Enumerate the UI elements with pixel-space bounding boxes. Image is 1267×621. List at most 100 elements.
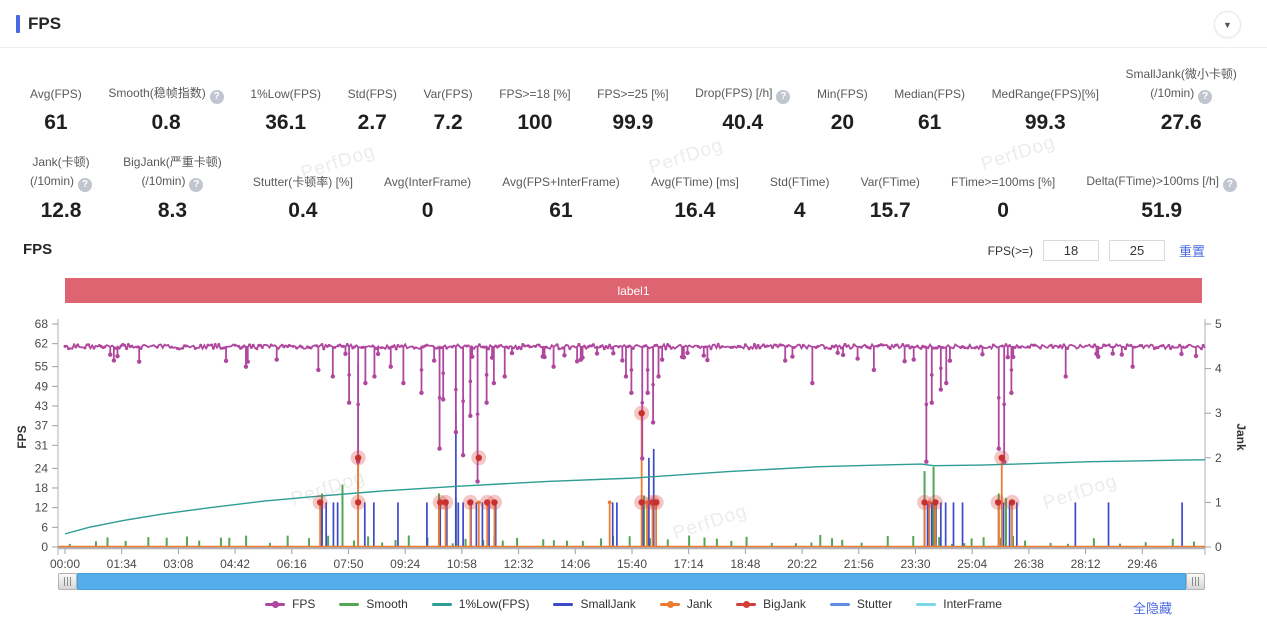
stat-value: 0 — [997, 199, 1009, 222]
stat-r1-9: Median(FPS) 61 — [894, 62, 965, 135]
stat-r1-3: Std(FPS) 2.7 — [348, 62, 397, 135]
svg-text:03:08: 03:08 — [163, 557, 193, 571]
legend-item-Stutter[interactable]: Stutter — [829, 597, 893, 611]
chevron-down-icon: ▼ — [1223, 19, 1232, 30]
stat-value: 12.8 — [40, 199, 82, 222]
scrollbar-track[interactable] — [77, 573, 1186, 590]
help-icon[interactable]: ? — [78, 178, 93, 192]
stat-label: Delta(FTime)>100ms [/h]? — [1086, 150, 1237, 192]
scrollbar-left-grip[interactable] — [58, 573, 77, 590]
fps-threshold-low-input[interactable] — [1042, 240, 1099, 261]
help-icon[interactable]: ? — [189, 178, 204, 192]
stat-label: 1%Low(FPS) — [250, 87, 321, 102]
help-icon[interactable]: ? — [209, 90, 224, 104]
svg-text:0: 0 — [41, 540, 48, 554]
stat-label: FPS>=25 [%] — [597, 87, 669, 102]
stats-row-2: Jank(卡顿) (/10min)? 12.8 BigJank(严重卡顿) (/10mi… — [30, 150, 1237, 223]
svg-text:01:34: 01:34 — [107, 557, 137, 571]
fps-threshold-high-input[interactable] — [1108, 240, 1165, 261]
svg-text:07:50: 07:50 — [333, 557, 363, 571]
stat-r2-8: FTime>=100ms [%] 0 — [951, 150, 1055, 223]
stat-r1-6: FPS>=25 [%] 99.9 — [597, 62, 668, 135]
stat-value: 7.2 — [433, 111, 463, 134]
stat-r1-2: 1%Low(FPS) 36.1 — [250, 62, 321, 135]
stat-label: Avg(FPS) — [30, 87, 82, 102]
svg-text:0: 0 — [1215, 540, 1222, 554]
fps-chart[interactable]: 0 6 12 18 24 31 37 43 49 55 62 68 0 1 2 3 4 5 00:00 01:34 03… — [0, 315, 1267, 571]
stat-r2-0: Jank(卡顿) (/10min)? 12.8 — [30, 150, 93, 223]
legend-item-1%Low(FPS)[interactable]: 1%Low(FPS) — [431, 597, 530, 611]
legend-item-Smooth[interactable]: Smooth — [339, 597, 408, 611]
scrollbar-right-grip[interactable] — [1186, 573, 1205, 590]
svg-text:3: 3 — [1215, 406, 1222, 420]
stat-r1-5: FPS>=18 [%] 100 — [499, 62, 570, 135]
legend-item-Jank[interactable]: Jank — [659, 597, 712, 611]
stat-r2-4: Avg(FPS+InterFrame) 61 — [502, 150, 619, 223]
svg-text:23:30: 23:30 — [900, 557, 930, 571]
help-icon[interactable]: ? — [776, 90, 791, 104]
svg-text:21:56: 21:56 — [844, 557, 874, 571]
stat-r1-0: Avg(FPS) 61 — [30, 62, 82, 135]
chart-label-banner: label1 — [65, 278, 1202, 303]
chart-scrollbar[interactable] — [58, 573, 1205, 590]
stat-value: 27.6 — [1160, 111, 1202, 134]
legend-label: Stutter — [856, 597, 893, 611]
svg-text:10:58: 10:58 — [447, 557, 477, 571]
svg-text:Jank: Jank — [1234, 423, 1248, 451]
legend-label: BigJank — [763, 597, 806, 611]
svg-text:37: 37 — [35, 419, 49, 433]
stat-label: Avg(FPS+InterFrame) — [502, 175, 620, 190]
stat-r1-4: Var(FPS) 7.2 — [424, 62, 473, 135]
svg-text:15:40: 15:40 — [617, 557, 647, 571]
stat-value: 20 — [830, 111, 855, 134]
stat-label: FTime>=100ms [%] — [951, 175, 1056, 190]
stat-r1-7: Drop(FPS) [/h]? 40.4 — [695, 62, 791, 135]
svg-text:1: 1 — [1215, 495, 1222, 509]
stat-label: Std(FPS) — [347, 87, 397, 102]
legend-label: 1%Low(FPS) — [458, 597, 530, 611]
stat-label: BigJank(严重卡顿) (/10min)? — [123, 155, 222, 192]
legend-swatch-icon — [829, 602, 850, 606]
fps-filter-label: FPS(>=) — [987, 243, 1033, 258]
svg-text:09:24: 09:24 — [390, 557, 420, 571]
help-icon[interactable]: ? — [1222, 178, 1237, 192]
svg-text:55: 55 — [35, 360, 49, 374]
svg-text:04:42: 04:42 — [220, 557, 250, 571]
legend-label: InterFrame — [943, 597, 1002, 611]
legend-label: SmallJank — [580, 597, 636, 611]
stat-value: 51.9 — [1141, 199, 1183, 222]
stat-label: SmallJank(微小卡顿) (/10min)? — [1125, 67, 1237, 104]
hide-all-link[interactable]: 全隐藏 — [1132, 601, 1172, 616]
stat-r2-2: Stutter(卡顿率) [%] 0.4 — [253, 150, 353, 223]
stat-label: Min(FPS) — [817, 87, 868, 102]
svg-text:26:38: 26:38 — [1014, 557, 1044, 571]
svg-text:49: 49 — [35, 379, 49, 393]
help-icon[interactable]: ? — [1198, 90, 1213, 104]
svg-text:14:06: 14:06 — [560, 557, 590, 571]
stat-value: 61 — [549, 199, 573, 222]
svg-text:12: 12 — [35, 501, 49, 515]
stat-r1-8: Min(FPS) 20 — [817, 62, 868, 135]
legend-item-InterFrame[interactable]: InterFrame — [916, 597, 1002, 611]
legend-item-SmallJank[interactable]: SmallJank — [553, 597, 636, 611]
svg-text:31: 31 — [35, 438, 49, 452]
legend-item-FPS[interactable]: FPS — [265, 597, 315, 611]
stat-label: Avg(InterFrame) — [384, 175, 472, 190]
panel-title: FPS — [28, 14, 62, 33]
stat-value: 15.7 — [869, 199, 911, 222]
legend-item-BigJank[interactable]: BigJank — [736, 597, 806, 611]
svg-text:18: 18 — [35, 481, 49, 495]
legend-swatch-icon — [265, 600, 286, 608]
svg-text:43: 43 — [35, 399, 49, 413]
reset-link[interactable]: 重置 — [1178, 244, 1205, 259]
svg-text:28:12: 28:12 — [1071, 557, 1101, 571]
svg-text:00:00: 00:00 — [50, 557, 80, 571]
stat-label: Std(FTime) — [769, 175, 830, 190]
chart-title: FPS — [23, 241, 53, 258]
stat-r2-7: Var(FTime) 15.7 — [861, 150, 920, 223]
svg-text:25:04: 25:04 — [957, 557, 987, 571]
stat-r2-1: BigJank(严重卡顿) (/10min)? 8.3 — [123, 150, 222, 223]
collapse-panel-button[interactable]: ▼ — [1214, 11, 1241, 38]
stat-value: 61 — [917, 111, 942, 134]
svg-text:FPS: FPS — [15, 425, 29, 448]
